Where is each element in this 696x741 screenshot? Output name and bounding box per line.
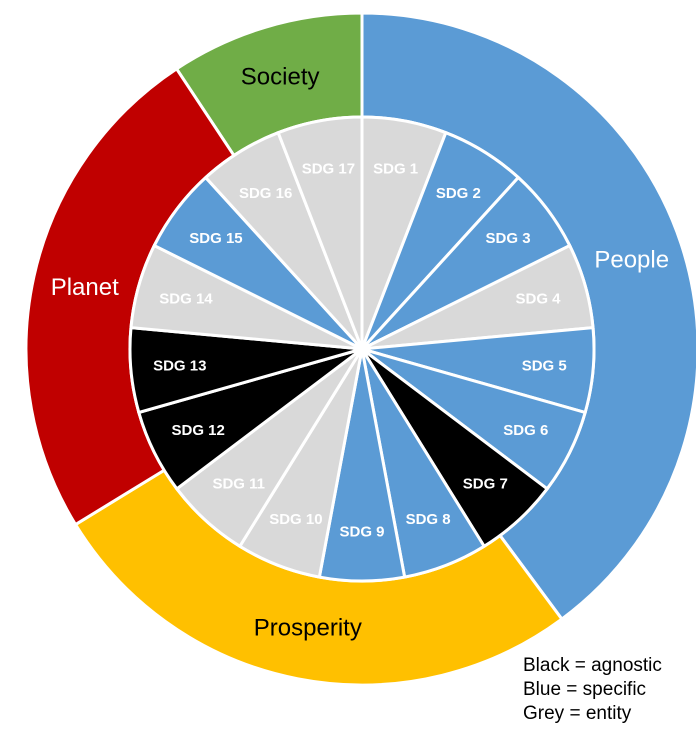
inner-label-sdg-4: SDG 4 — [516, 290, 562, 307]
inner-label-sdg-17: SDG 17 — [302, 161, 355, 178]
inner-label-sdg-7: SDG 7 — [463, 476, 508, 493]
outer-label-society: Society — [241, 64, 320, 91]
inner-ring-labels: SDG 1 SDG 2 SDG 3 SDG 4 SDG 5 SDG 6 SDG 7 SDG 8… — [153, 161, 567, 541]
inner-label-sdg-1: SDG 1 — [373, 161, 418, 178]
inner-label-sdg-8: SDG 8 — [406, 511, 451, 528]
inner-label-sdg-16: SDG 16 — [239, 185, 292, 202]
outer-ring-labels: Society People Prosperity Planet — [51, 64, 669, 642]
inner-label-sdg-6: SDG 6 — [503, 422, 548, 439]
outer-label-planet: Planet — [51, 274, 119, 301]
legend-blue: Blue = specific — [523, 679, 647, 700]
inner-label-sdg-5: SDG 5 — [522, 357, 567, 374]
inner-slice-sdg-17 — [276, 115, 364, 350]
inner-label-sdg-14: SDG 14 — [159, 290, 213, 307]
inner-label-sdg-10: SDG 10 — [269, 511, 322, 528]
legend-grey: Grey = entity — [523, 703, 632, 724]
inner-label-sdg-12: SDG 12 — [172, 422, 225, 439]
outer-label-people: People — [594, 247, 669, 274]
inner-label-sdg-3: SDG 3 — [486, 230, 531, 247]
outer-label-prosperity: Prosperity — [254, 614, 362, 641]
legend: Black = agnostic Blue = specific Grey = … — [523, 654, 662, 726]
inner-label-sdg-9: SDG 9 — [339, 524, 384, 541]
inner-label-sdg-15: SDG 15 — [189, 230, 242, 247]
inner-label-sdg-2: SDG 2 — [436, 185, 481, 202]
inner-label-sdg-11: SDG 11 — [212, 476, 265, 493]
legend-black: Black = agnostic — [523, 655, 662, 676]
inner-label-sdg-13: SDG 13 — [153, 357, 206, 374]
inner-ring — [128, 115, 596, 583]
